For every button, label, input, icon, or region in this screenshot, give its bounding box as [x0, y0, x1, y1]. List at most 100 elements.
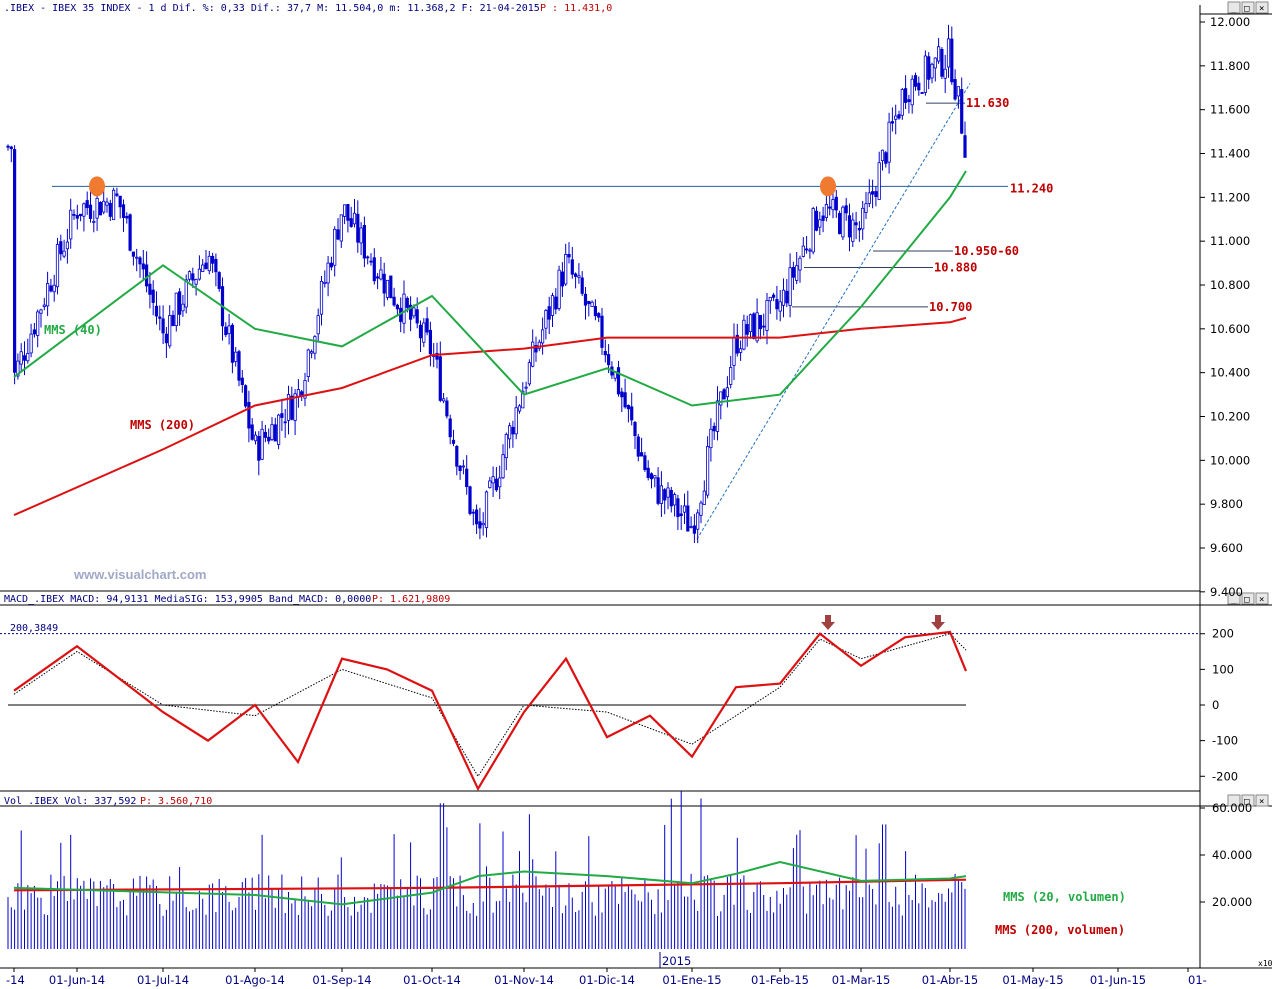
- candle-body: [263, 431, 268, 438]
- candle-body: [171, 314, 175, 327]
- candle-body: [663, 489, 667, 501]
- candle-body: [286, 394, 291, 421]
- candle-body: [537, 341, 541, 349]
- candle-body: [953, 79, 957, 100]
- price-header-last: P : 11.431,0: [540, 3, 612, 14]
- vol-mms200-label: MMS (200, volumen): [995, 923, 1125, 937]
- candle-body: [352, 212, 357, 225]
- candle-body: [692, 525, 697, 534]
- candle-body: [719, 391, 723, 406]
- volume-bars: [7, 791, 966, 949]
- candle-body: [775, 299, 779, 310]
- candle-body: [125, 215, 129, 219]
- macd-header: MACD_.IBEX MACD: 94,9131 MediaSIG: 153,9…: [4, 594, 371, 605]
- candle-body: [250, 424, 254, 440]
- candle-body: [907, 99, 911, 103]
- candle-body: [607, 354, 611, 366]
- candle-body: [811, 208, 815, 253]
- candle-body: [12, 149, 17, 373]
- trend-line: [696, 83, 971, 540]
- candle-body: [580, 277, 584, 294]
- candle-body: [204, 262, 208, 270]
- window-buttons-macd[interactable]: _ □ ×: [1227, 592, 1269, 605]
- window-buttons-vol[interactable]: _ □ ×: [1227, 794, 1269, 807]
- candle-body: [402, 293, 406, 324]
- candle-body: [151, 289, 155, 303]
- candle-body: [857, 227, 862, 231]
- candle-body: [527, 362, 532, 385]
- candle-body: [831, 199, 835, 211]
- watermark: www.visualchart.com: [73, 567, 206, 582]
- window-buttons-top[interactable]: _ □ ×: [1227, 1, 1269, 14]
- vol-header-last: P: 3.560,710: [140, 796, 212, 807]
- candle-body: [201, 264, 205, 272]
- candle-body: [590, 301, 594, 307]
- candle-body: [653, 475, 657, 479]
- xtick-label: 01-Abr-15: [922, 973, 978, 987]
- candle-body: [844, 205, 848, 214]
- price-ytick-label: 9.400: [1210, 585, 1243, 599]
- candle-body: [243, 385, 248, 407]
- candle-body: [217, 272, 221, 289]
- candle-body: [864, 203, 868, 213]
- candle-body: [640, 452, 644, 457]
- candle-body: [168, 315, 172, 347]
- candle-body: [412, 307, 416, 317]
- candle-body: [904, 88, 908, 103]
- candle-body: [511, 426, 515, 435]
- candle-body: [267, 436, 271, 442]
- candle-body: [128, 214, 132, 251]
- xtick-label: 01-: [1188, 973, 1207, 987]
- candle-body: [356, 213, 360, 243]
- breakout-marker: [89, 176, 105, 197]
- candle-body: [445, 400, 449, 417]
- candle-body: [474, 509, 479, 525]
- price-ytick-label: 11.400: [1210, 147, 1250, 161]
- candle-body: [323, 281, 327, 284]
- candle-body: [158, 316, 162, 319]
- macd-peak-arrow: [821, 615, 835, 630]
- candle-body: [95, 197, 99, 219]
- candle-body: [112, 189, 116, 221]
- candle-body: [768, 296, 772, 302]
- x10-label: x10: [1258, 959, 1272, 968]
- candle-body: [854, 222, 858, 226]
- candle-body: [194, 279, 198, 285]
- candle-body: [745, 324, 749, 335]
- candle-body: [16, 360, 20, 377]
- candle-body: [415, 309, 419, 324]
- xtick-label: 01-Dic-14: [579, 973, 635, 987]
- candle-body: [247, 401, 251, 429]
- candle-body: [920, 92, 924, 94]
- candle-body: [32, 329, 37, 335]
- price-ytick-label: 10.400: [1210, 366, 1250, 380]
- candle-body: [102, 200, 106, 213]
- candle-body: [781, 289, 786, 306]
- candle-body: [818, 219, 822, 228]
- macd-line: [13, 630, 968, 792]
- candle-body: [930, 63, 934, 79]
- candle-body: [237, 351, 241, 381]
- candle-body: [696, 512, 700, 530]
- candle-body: [494, 478, 499, 491]
- price-ytick-label: 12.000: [1210, 15, 1250, 29]
- candle-body: [471, 511, 475, 514]
- candle-body: [174, 292, 178, 326]
- candle-body: [636, 436, 640, 457]
- svg-text:_: _: [1231, 595, 1237, 605]
- candle-body: [600, 315, 604, 348]
- candle-body: [593, 306, 598, 317]
- candle-body: [468, 486, 472, 514]
- mms200-label: MMS (200): [130, 418, 195, 432]
- candle-body: [927, 56, 931, 80]
- candle-body: [689, 526, 693, 528]
- candle-body: [362, 224, 367, 259]
- price-ytick-label: 10.800: [1210, 278, 1250, 292]
- candle-body: [669, 489, 673, 507]
- macd-ytick-label: 200: [1212, 627, 1234, 641]
- candle-body: [36, 311, 40, 336]
- candle-body: [620, 391, 624, 398]
- candle-body: [603, 351, 607, 356]
- candle-body: [46, 283, 50, 307]
